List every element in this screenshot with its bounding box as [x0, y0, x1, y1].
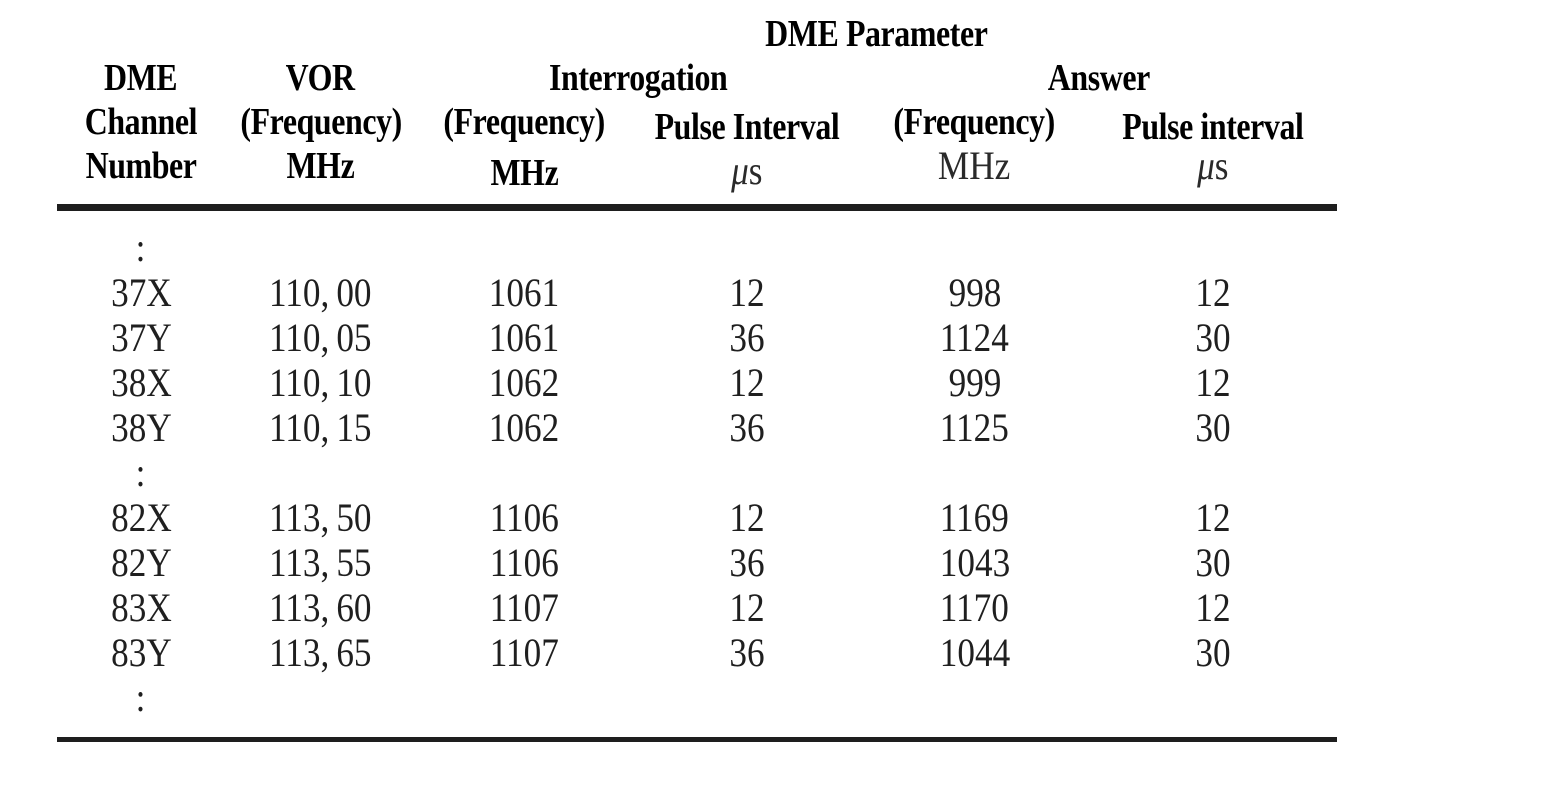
ellipsis-row: :	[57, 675, 1337, 720]
vor-frequency-cell: 110, 00	[268, 270, 372, 315]
table-top-rule	[57, 204, 1337, 211]
channel-cell: 37Y	[110, 315, 172, 360]
channel-cell: 38Y	[110, 405, 172, 450]
channel-cell: 83Y	[110, 630, 172, 675]
vor-frequency-cell: 113, 60	[268, 585, 372, 630]
interrogation-frequency-cell: 1062	[488, 360, 560, 405]
interrogation-frequency-cell: 1061	[488, 315, 560, 360]
unit-interrogation-mus: μs	[731, 148, 763, 193]
interrogation-frequency-cell: 1106	[489, 495, 559, 540]
table-body: : 37X 110, 00 1061 12 998 12 37Y 110, 05…	[57, 211, 1337, 737]
table-row: 82X 113, 50 1106 12 1169 12	[57, 495, 1337, 540]
answer-pulse-cell: 30	[1194, 540, 1231, 585]
interrogation-frequency-cell: 1062	[488, 405, 560, 450]
header-answer-group: Answer	[1047, 57, 1151, 99]
table-row: 37X 110, 00 1061 12 998 12	[57, 270, 1337, 315]
answer-pulse-cell: 12	[1194, 585, 1231, 630]
channel-cell: 37X	[110, 270, 172, 315]
answer-frequency-cell: 1170	[939, 585, 1010, 630]
vor-frequency-cell: 113, 55	[268, 540, 372, 585]
answer-frequency-cell: 1043	[939, 540, 1010, 585]
table-row: 38X 110, 10 1062 12 999 12	[57, 360, 1337, 405]
unit-interrogation-mhz: MHz	[490, 152, 558, 194]
ellipsis: :	[136, 450, 146, 495]
channel-cell: 83X	[110, 585, 172, 630]
ellipsis: :	[136, 675, 146, 720]
header-spacer	[57, 12, 415, 56]
unit-vor-mhz: MHz	[286, 145, 354, 187]
interrogation-pulse-cell: 12	[729, 270, 765, 315]
interrogation-pulse-cell: 12	[729, 495, 765, 540]
mu-symbol: μ	[1196, 143, 1215, 188]
interrogation-frequency-cell: 1061	[488, 270, 560, 315]
channel-cell: 82Y	[110, 540, 172, 585]
ellipsis-row: :	[57, 450, 1337, 495]
answer-frequency-cell: 1044	[939, 630, 1010, 675]
header-interrogation-group: Interrogation	[548, 57, 728, 99]
header-dme: DME	[104, 57, 178, 99]
table-row: 38Y 110, 15 1062 36 1125 30	[57, 405, 1337, 450]
answer-frequency-cell: 1125	[939, 405, 1010, 450]
interrogation-pulse-cell: 12	[729, 585, 765, 630]
vor-frequency-cell: 110, 05	[268, 315, 372, 360]
interrogation-frequency-cell: 1107	[489, 585, 559, 630]
answer-frequency-cell: 1169	[939, 495, 1010, 540]
table-bottom-rule	[57, 737, 1337, 742]
interrogation-pulse-cell: 36	[729, 405, 765, 450]
unit-answer-mus: μs	[1196, 143, 1229, 188]
header-group-row: DME VOR Interrogation Answer	[57, 56, 1337, 100]
header-number: Number	[85, 145, 197, 187]
interrogation-pulse-cell: 36	[729, 540, 765, 585]
header-title-row: DME Parameter	[57, 12, 1337, 56]
vor-frequency-cell: 110, 10	[268, 360, 372, 405]
answer-frequency-cell: 1124	[939, 315, 1010, 360]
table-header: DME Parameter DME VOR Interrogation Answ…	[57, 12, 1337, 195]
table-row: 83X 113, 60 1107 12 1170 12	[57, 585, 1337, 630]
channel-cell: 82X	[110, 495, 172, 540]
answer-pulse-cell: 30	[1194, 630, 1231, 675]
answer-pulse-cell: 12	[1194, 495, 1231, 540]
channel-cell: 38X	[110, 360, 172, 405]
vor-frequency-cell: 110, 15	[268, 405, 372, 450]
unit-answer-mhz: MHz	[938, 143, 1011, 188]
header-vor: VOR	[285, 57, 355, 99]
header-interrogation-frequency: (Frequency)	[443, 101, 605, 143]
interrogation-pulse-cell: 36	[729, 630, 765, 675]
vor-frequency-cell: 113, 50	[268, 495, 372, 540]
vor-frequency-cell: 113, 65	[268, 630, 372, 675]
header-answer-pulse: Pulse interval	[1121, 106, 1304, 148]
interrogation-frequency-cell: 1107	[489, 630, 559, 675]
header-channel: Channel	[84, 101, 198, 143]
interrogation-pulse-cell: 12	[729, 360, 765, 405]
header-interrogation-pulse: Pulse Interval	[654, 106, 840, 148]
answer-pulse-cell: 12	[1194, 360, 1231, 405]
table-row: 83Y 113, 65 1107 36 1044 30	[57, 630, 1337, 675]
header-unit-row: Number MHz MHz μs MHz μs	[57, 143, 1337, 195]
header-answer-frequency: (Frequency)	[893, 101, 1056, 143]
table-title: DME Parameter	[764, 13, 988, 55]
table-row: 37Y 110, 05 1061 36 1124 30	[57, 315, 1337, 360]
ellipsis: :	[136, 225, 146, 270]
answer-frequency-cell: 999	[948, 360, 1001, 405]
interrogation-frequency-cell: 1106	[489, 540, 559, 585]
answer-pulse-cell: 30	[1194, 405, 1231, 450]
answer-pulse-cell: 30	[1194, 315, 1231, 360]
header-vor-frequency: (Frequency)	[240, 101, 402, 143]
interrogation-pulse-cell: 36	[729, 315, 765, 360]
answer-frequency-cell: 998	[948, 270, 1001, 315]
header-sub-row: Channel (Frequency) (Frequency) Pulse In…	[57, 100, 1337, 148]
ellipsis-row: :	[57, 225, 1337, 270]
mu-symbol: μ	[731, 148, 749, 193]
dme-parameter-table: DME Parameter DME VOR Interrogation Answ…	[57, 12, 1337, 742]
answer-pulse-cell: 12	[1194, 270, 1231, 315]
table-row: 82Y 113, 55 1106 36 1043 30	[57, 540, 1337, 585]
